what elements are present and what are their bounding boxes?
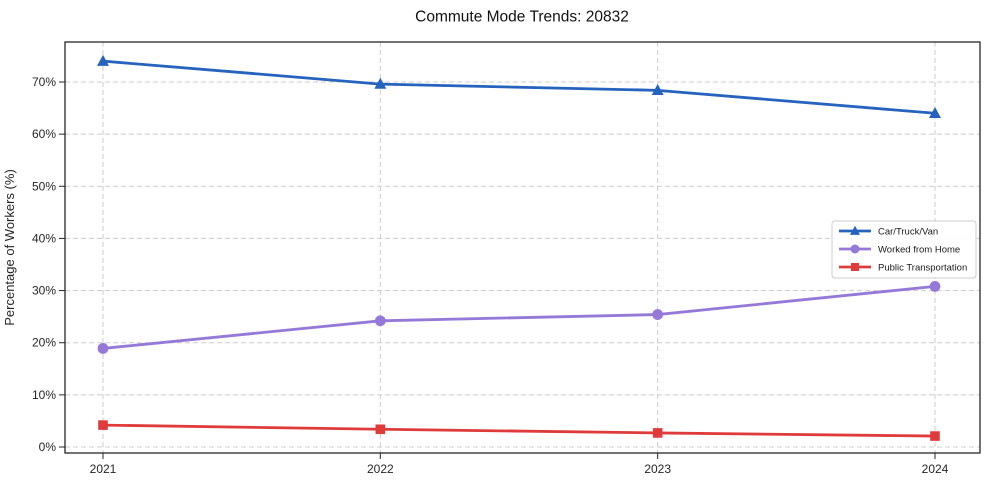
data-point-car-truck-van-triangle-marker — [374, 77, 387, 89]
x-tick-label: 2022 — [367, 462, 394, 476]
data-point-worked-from-home-circle-marker — [97, 343, 109, 354]
gridlines-layer — [65, 42, 980, 453]
legend-car-truck-van-triangle-marker — [850, 225, 860, 235]
y-tick-label: 10% — [32, 388, 56, 402]
legend-label-worked-from-home: Worked from Home — [878, 245, 960, 256]
y-tick-label: 40% — [32, 231, 56, 245]
data-point-car-truck-van-triangle-marker — [651, 84, 664, 96]
x-tick-label: 2021 — [90, 462, 117, 476]
x-tick-label: 2023 — [644, 462, 671, 476]
data-point-worked-from-home-circle-marker — [929, 280, 941, 292]
legend-label-car-truck-van: Car/Truck/Van — [878, 227, 938, 238]
y-tick-label: 0% — [39, 440, 57, 454]
y-axis-label: Percentage of Workers (%) — [2, 169, 17, 326]
y-tick-label: 30% — [32, 284, 56, 298]
legend-box — [831, 220, 977, 279]
series-line-worked-from-home — [101, 284, 937, 350]
data-series-layer — [97, 54, 941, 441]
series-line-public-transportation — [101, 423, 937, 438]
chart-title: Commute Mode Trends: 20832 — [415, 9, 629, 26]
y-tick-label: 20% — [32, 336, 56, 350]
y-tick-label: 50% — [32, 179, 56, 193]
x-tick-label: 2024 — [922, 462, 949, 476]
legend: Car/Truck/Van Worked from Home Public Tran… — [831, 220, 977, 279]
plot-border — [64, 41, 981, 454]
series-line-car-truck-van — [101, 59, 937, 115]
data-point-public-transportation-square-marker — [375, 424, 386, 435]
data-point-public-transportation-square-marker — [98, 420, 108, 430]
data-point-car-truck-van-triangle-marker — [97, 54, 109, 66]
legend-worked-from-home-circle-marker — [850, 244, 860, 254]
data-point-car-truck-van-triangle-marker — [928, 106, 941, 118]
data-point-worked-from-home-circle-marker — [652, 309, 664, 320]
axes-layer: 0% 10% 20% 30% 40% 50% 60% 70% 2021 2022 2023 2024 — [32, 75, 949, 476]
data-point-public-transportation-square-marker — [652, 428, 663, 438]
data-point-worked-from-home-circle-marker — [374, 315, 386, 327]
legend-label-public-transportation: Public Transportation — [878, 263, 967, 274]
y-tick-label: 70% — [32, 75, 56, 89]
legend-public-transportation-square-marker — [851, 263, 859, 271]
y-tick-label: 60% — [32, 127, 56, 141]
data-point-public-transportation-square-marker — [930, 431, 940, 441]
